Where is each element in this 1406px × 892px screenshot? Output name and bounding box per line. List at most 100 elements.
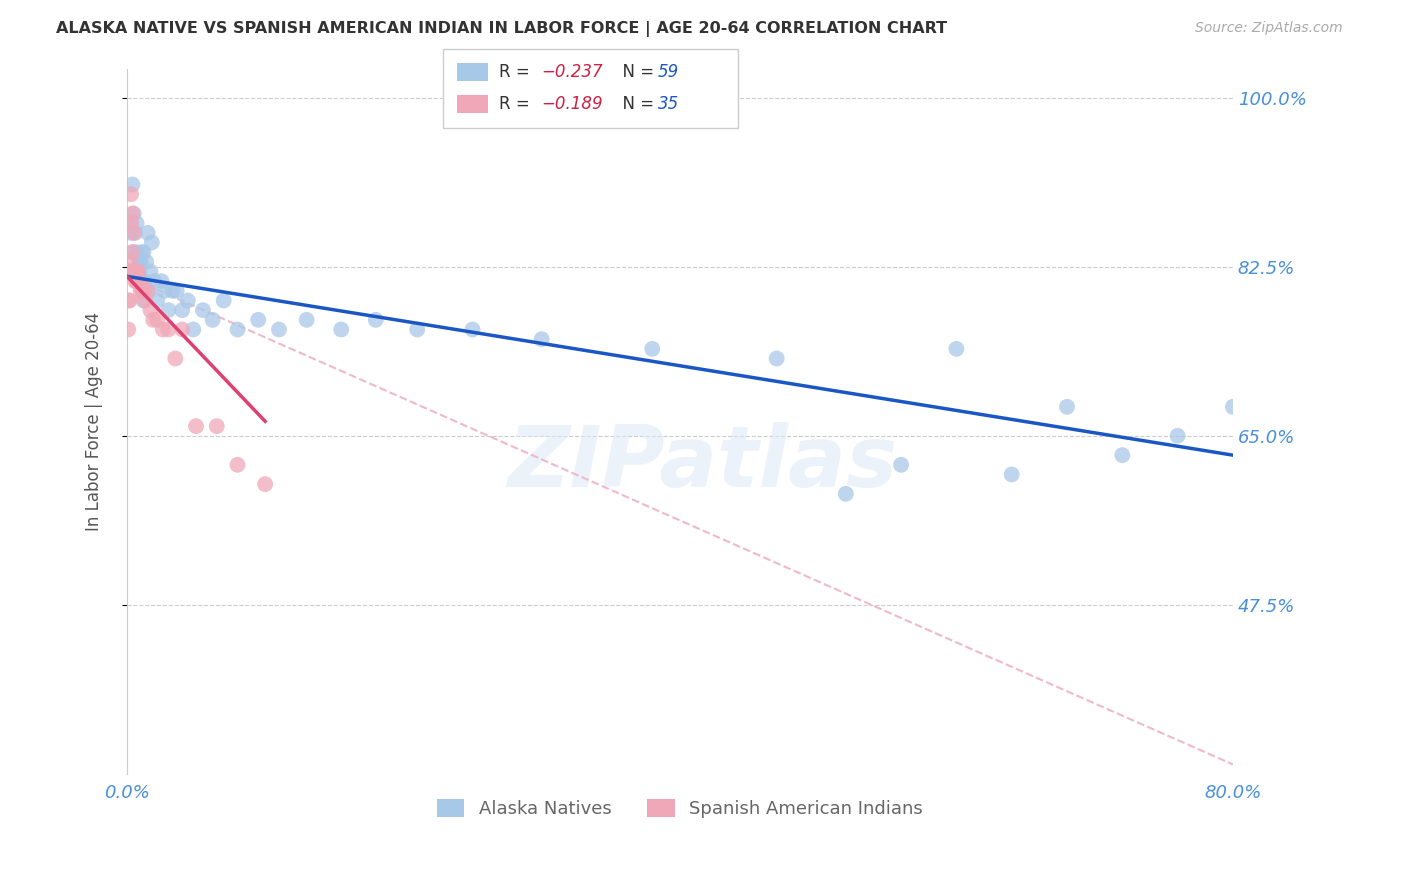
Point	[128, 255, 150, 269]
Point	[267, 322, 290, 336]
Text: ZIPatlas: ZIPatlas	[508, 422, 897, 505]
Point	[165, 351, 187, 366]
Point	[162, 284, 184, 298]
Point	[117, 264, 139, 278]
Point	[1111, 448, 1133, 462]
Point	[128, 274, 150, 288]
Point	[135, 255, 157, 269]
Point	[125, 274, 148, 288]
Point	[117, 322, 139, 336]
Point	[121, 245, 143, 260]
Point	[1222, 400, 1244, 414]
Point	[141, 235, 163, 250]
Point	[124, 264, 146, 278]
Point	[945, 342, 967, 356]
Point	[295, 313, 318, 327]
Point	[121, 206, 143, 220]
Point	[1001, 467, 1024, 482]
Point	[121, 178, 143, 192]
Point	[120, 187, 142, 202]
Point	[247, 313, 270, 327]
Point	[461, 322, 484, 336]
Point	[134, 274, 156, 288]
Point	[152, 322, 174, 336]
Point	[254, 477, 277, 491]
Point	[127, 274, 149, 288]
Point	[118, 255, 141, 269]
Point	[226, 458, 249, 472]
Point	[157, 303, 180, 318]
Point	[142, 313, 165, 327]
Point	[835, 487, 858, 501]
Point	[125, 245, 148, 260]
Point	[765, 351, 787, 366]
Point	[129, 274, 152, 288]
Text: R =: R =	[499, 95, 536, 113]
Point	[118, 293, 141, 308]
Point	[177, 293, 200, 308]
Point	[131, 284, 153, 298]
Point	[131, 245, 153, 260]
Point	[364, 313, 387, 327]
Point	[226, 322, 249, 336]
Point	[166, 284, 188, 298]
Point	[132, 293, 155, 308]
Point	[129, 255, 152, 269]
Point	[1167, 429, 1189, 443]
Point	[172, 303, 194, 318]
Point	[132, 245, 155, 260]
Point	[120, 226, 142, 240]
Text: −0.237: −0.237	[541, 63, 603, 81]
Point	[136, 226, 159, 240]
Point	[120, 216, 142, 230]
Legend: Alaska Natives, Spanish American Indians: Alaska Natives, Spanish American Indians	[430, 791, 929, 825]
Point	[117, 264, 139, 278]
Point	[201, 313, 224, 327]
Point	[134, 293, 156, 308]
Text: N =: N =	[612, 95, 659, 113]
Point	[143, 274, 166, 288]
Text: 35: 35	[658, 95, 679, 113]
Point	[530, 332, 553, 346]
Point	[406, 322, 429, 336]
Point	[124, 274, 146, 288]
Point	[122, 206, 145, 220]
Text: Source: ZipAtlas.com: Source: ZipAtlas.com	[1195, 21, 1343, 35]
Point	[1263, 380, 1285, 394]
Point	[127, 264, 149, 278]
Point	[128, 264, 150, 278]
Point	[132, 284, 155, 298]
Point	[890, 458, 912, 472]
Point	[122, 226, 145, 240]
Point	[138, 284, 160, 298]
Point	[125, 216, 148, 230]
Point	[146, 293, 169, 308]
Point	[129, 284, 152, 298]
Point	[157, 322, 180, 336]
Text: R =: R =	[499, 63, 536, 81]
Point	[122, 264, 145, 278]
Point	[139, 264, 162, 278]
Point	[122, 264, 145, 278]
Point	[146, 313, 169, 327]
Text: ALASKA NATIVE VS SPANISH AMERICAN INDIAN IN LABOR FORCE | AGE 20-64 CORRELATION : ALASKA NATIVE VS SPANISH AMERICAN INDIAN…	[56, 21, 948, 37]
Point	[330, 322, 353, 336]
Point	[184, 419, 207, 434]
Text: −0.189: −0.189	[541, 95, 603, 113]
Point	[124, 226, 146, 240]
Point	[117, 293, 139, 308]
Point	[172, 322, 194, 336]
Point	[153, 284, 176, 298]
Point	[125, 264, 148, 278]
Text: 59: 59	[658, 63, 679, 81]
Y-axis label: In Labor Force | Age 20-64: In Labor Force | Age 20-64	[86, 312, 103, 531]
Point	[212, 293, 235, 308]
Point	[181, 322, 204, 336]
Point	[127, 264, 149, 278]
Point	[124, 264, 146, 278]
Point	[127, 274, 149, 288]
Point	[1056, 400, 1078, 414]
Point	[118, 264, 141, 278]
Point	[136, 284, 159, 298]
Text: N =: N =	[612, 63, 659, 81]
